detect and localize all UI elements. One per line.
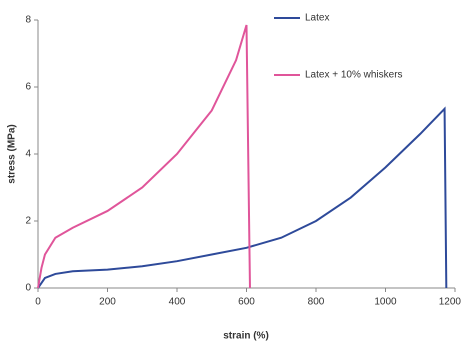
x-tick-label: 200 bbox=[99, 297, 116, 308]
legend-label: Latex bbox=[305, 13, 329, 24]
y-tick-label: 0 bbox=[25, 283, 31, 294]
series-line bbox=[37, 106, 448, 289]
y-tick-label: 8 bbox=[25, 15, 31, 26]
y-axis-title: stress (MPa) bbox=[7, 124, 18, 183]
y-tick-label: 6 bbox=[25, 82, 31, 93]
x-tick-label: 800 bbox=[308, 297, 325, 308]
x-tick-label: 1200 bbox=[439, 297, 462, 308]
x-tick-label: 1000 bbox=[374, 297, 397, 308]
x-tick-label: 0 bbox=[35, 297, 41, 308]
legend-label: Latex + 10% whiskers bbox=[305, 70, 403, 81]
y-tick-label: 4 bbox=[25, 149, 31, 160]
x-tick-label: 400 bbox=[169, 297, 186, 308]
x-axis-title: strain (%) bbox=[223, 331, 269, 342]
x-tick-label: 600 bbox=[238, 297, 255, 308]
y-tick-label: 2 bbox=[25, 216, 31, 227]
series-line bbox=[37, 24, 251, 289]
